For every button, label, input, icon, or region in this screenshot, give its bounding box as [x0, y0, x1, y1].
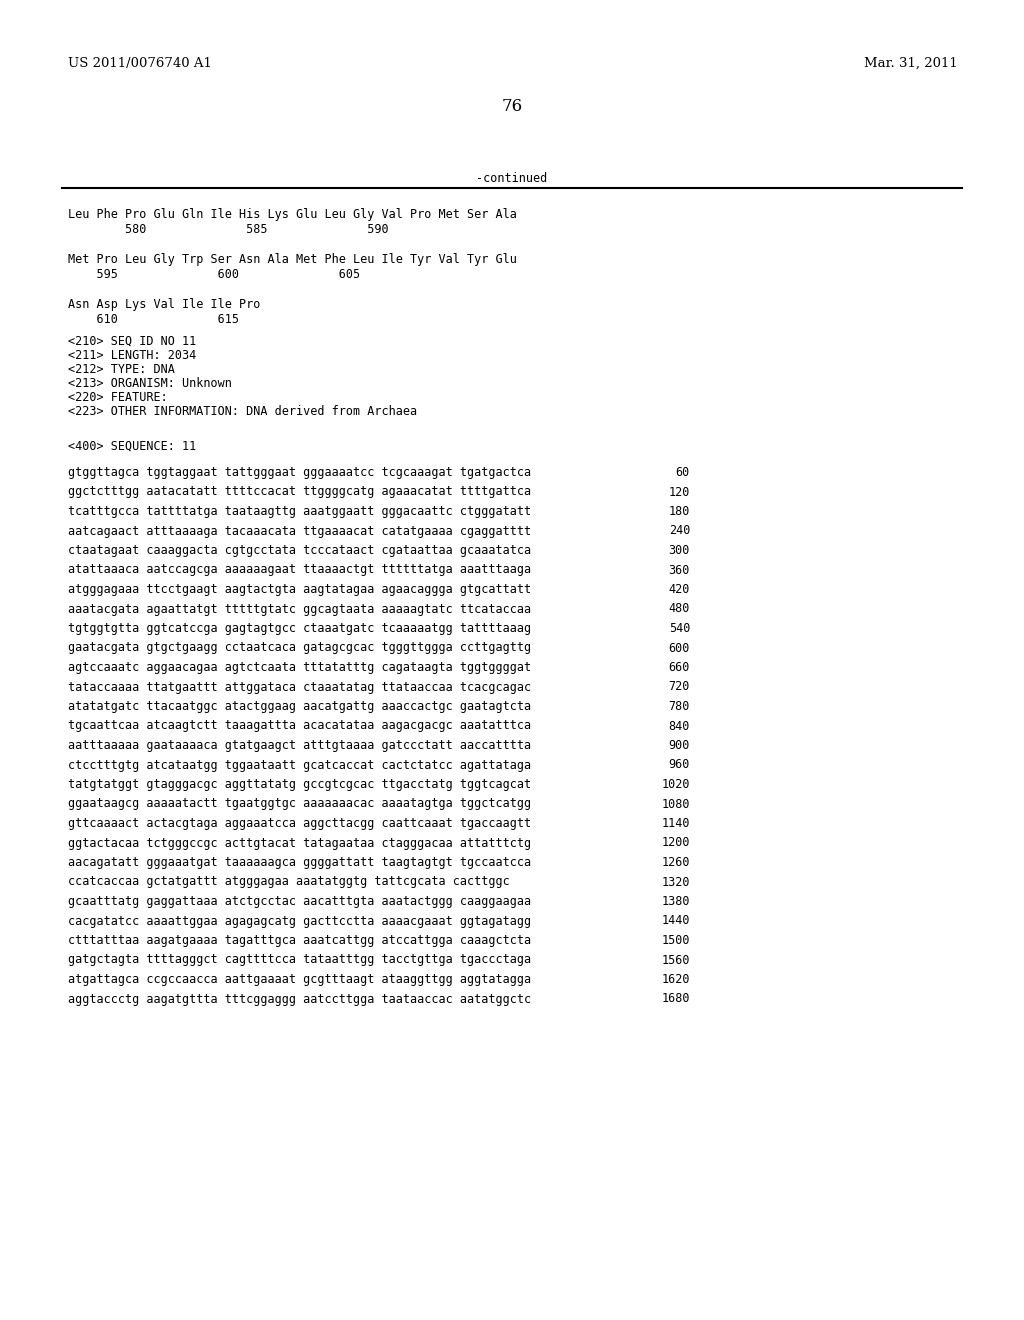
Text: gttcaaaact actacgtaga aggaaatcca aggcttacgg caattcaaat tgaccaagtt: gttcaaaact actacgtaga aggaaatcca aggctta… — [68, 817, 531, 830]
Text: 1380: 1380 — [662, 895, 690, 908]
Text: ggctctttgg aatacatatt ttttccacat ttggggcatg agaaacatat ttttgattca: ggctctttgg aatacatatt ttttccacat ttggggc… — [68, 486, 531, 499]
Text: ctaatagaat caaaggacta cgtgcctata tcccataact cgataattaa gcaaatatca: ctaatagaat caaaggacta cgtgcctata tcccata… — [68, 544, 531, 557]
Text: ggaataagcg aaaaatactt tgaatggtgc aaaaaaacac aaaatagtga tggctcatgg: ggaataagcg aaaaatactt tgaatggtgc aaaaaaa… — [68, 797, 531, 810]
Text: US 2011/0076740 A1: US 2011/0076740 A1 — [68, 57, 212, 70]
Text: 595              600              605: 595 600 605 — [68, 268, 360, 281]
Text: 1020: 1020 — [662, 777, 690, 791]
Text: 480: 480 — [669, 602, 690, 615]
Text: tatgtatggt gtagggacgc aggttatatg gccgtcgcac ttgacctatg tggtcagcat: tatgtatggt gtagggacgc aggttatatg gccgtcg… — [68, 777, 531, 791]
Text: <213> ORGANISM: Unknown: <213> ORGANISM: Unknown — [68, 378, 231, 389]
Text: tcatttgcca tattttatga taataagttg aaatggaatt gggacaattc ctgggatatt: tcatttgcca tattttatga taataagttg aaatgga… — [68, 506, 531, 517]
Text: aaatacgata agaattatgt tttttgtatc ggcagtaata aaaaagtatc ttcataccaa: aaatacgata agaattatgt tttttgtatc ggcagta… — [68, 602, 531, 615]
Text: 610              615: 610 615 — [68, 313, 239, 326]
Text: <223> OTHER INFORMATION: DNA derived from Archaea: <223> OTHER INFORMATION: DNA derived fro… — [68, 405, 417, 418]
Text: ggtactacaa tctgggccgc acttgtacat tatagaataa ctagggacaa attatttctg: ggtactacaa tctgggccgc acttgtacat tatagaa… — [68, 837, 531, 850]
Text: 1500: 1500 — [662, 935, 690, 946]
Text: 240: 240 — [669, 524, 690, 537]
Text: tgtggtgtta ggtcatccga gagtagtgcc ctaaatgatc tcaaaaatgg tattttaaag: tgtggtgtta ggtcatccga gagtagtgcc ctaaatg… — [68, 622, 531, 635]
Text: aatttaaaaa gaataaaaca gtatgaagct atttgtaaaa gatccctatt aaccatttta: aatttaaaaa gaataaaaca gtatgaagct atttgta… — [68, 739, 531, 752]
Text: <211> LENGTH: 2034: <211> LENGTH: 2034 — [68, 348, 197, 362]
Text: gaatacgata gtgctgaagg cctaatcaca gatagcgcac tgggttggga ccttgagttg: gaatacgata gtgctgaagg cctaatcaca gatagcg… — [68, 642, 531, 655]
Text: tgcaattcaa atcaagtctt taaagattta acacatataa aagacgacgc aaatatttca: tgcaattcaa atcaagtctt taaagattta acacata… — [68, 719, 531, 733]
Text: 580              585              590: 580 585 590 — [68, 223, 389, 236]
Text: Mar. 31, 2011: Mar. 31, 2011 — [864, 57, 958, 70]
Text: 1560: 1560 — [662, 953, 690, 966]
Text: <210> SEQ ID NO 11: <210> SEQ ID NO 11 — [68, 335, 197, 348]
Text: Met Pro Leu Gly Trp Ser Asn Ala Met Phe Leu Ile Tyr Val Tyr Glu: Met Pro Leu Gly Trp Ser Asn Ala Met Phe … — [68, 253, 517, 267]
Text: aacagatatt gggaaatgat taaaaaagca ggggattatt taagtagtgt tgccaatcca: aacagatatt gggaaatgat taaaaaagca ggggatt… — [68, 855, 531, 869]
Text: 1260: 1260 — [662, 855, 690, 869]
Text: 1620: 1620 — [662, 973, 690, 986]
Text: 120: 120 — [669, 486, 690, 499]
Text: agtccaaatc aggaacagaa agtctcaata tttatatttg cagataagta tggtggggat: agtccaaatc aggaacagaa agtctcaata tttatat… — [68, 661, 531, 675]
Text: 540: 540 — [669, 622, 690, 635]
Text: atattaaaca aatccagcga aaaaaagaat ttaaaactgt ttttttatga aaatttaaga: atattaaaca aatccagcga aaaaaagaat ttaaaac… — [68, 564, 531, 577]
Text: 360: 360 — [669, 564, 690, 577]
Text: 1440: 1440 — [662, 915, 690, 928]
Text: 840: 840 — [669, 719, 690, 733]
Text: <400> SEQUENCE: 11: <400> SEQUENCE: 11 — [68, 440, 197, 453]
Text: 1080: 1080 — [662, 797, 690, 810]
Text: 720: 720 — [669, 681, 690, 693]
Text: 1320: 1320 — [662, 875, 690, 888]
Text: gcaatttatg gaggattaaa atctgcctac aacatttgta aaatactggg caaggaagaa: gcaatttatg gaggattaaa atctgcctac aacattt… — [68, 895, 531, 908]
Text: atgggagaaa ttcctgaagt aagtactgta aagtatagaa agaacaggga gtgcattatt: atgggagaaa ttcctgaagt aagtactgta aagtata… — [68, 583, 531, 597]
Text: 420: 420 — [669, 583, 690, 597]
Text: gtggttagca tggtaggaat tattgggaat gggaaaatcc tcgcaaagat tgatgactca: gtggttagca tggtaggaat tattgggaat gggaaaa… — [68, 466, 531, 479]
Text: 1200: 1200 — [662, 837, 690, 850]
Text: atatatgatc ttacaatggc atactggaag aacatgattg aaaccactgc gaatagtcta: atatatgatc ttacaatggc atactggaag aacatga… — [68, 700, 531, 713]
Text: Leu Phe Pro Glu Gln Ile His Lys Glu Leu Gly Val Pro Met Ser Ala: Leu Phe Pro Glu Gln Ile His Lys Glu Leu … — [68, 209, 517, 220]
Text: -continued: -continued — [476, 172, 548, 185]
Text: 900: 900 — [669, 739, 690, 752]
Text: 960: 960 — [669, 759, 690, 771]
Text: 660: 660 — [669, 661, 690, 675]
Text: cacgatatcc aaaattggaa agagagcatg gacttcctta aaaacgaaat ggtagatagg: cacgatatcc aaaattggaa agagagcatg gacttcc… — [68, 915, 531, 928]
Text: 600: 600 — [669, 642, 690, 655]
Text: 180: 180 — [669, 506, 690, 517]
Text: <220> FEATURE:: <220> FEATURE: — [68, 391, 168, 404]
Text: gatgctagta ttttagggct cagttttcca tataatttgg tacctgttga tgaccctaga: gatgctagta ttttagggct cagttttcca tataatt… — [68, 953, 531, 966]
Text: aatcagaact atttaaaaga tacaaacata ttgaaaacat catatgaaaa cgaggatttt: aatcagaact atttaaaaga tacaaacata ttgaaaa… — [68, 524, 531, 537]
Text: 76: 76 — [502, 98, 522, 115]
Text: 1680: 1680 — [662, 993, 690, 1006]
Text: 1140: 1140 — [662, 817, 690, 830]
Text: atgattagca ccgccaacca aattgaaaat gcgtttaagt ataaggttgg aggtatagga: atgattagca ccgccaacca aattgaaaat gcgttta… — [68, 973, 531, 986]
Text: 780: 780 — [669, 700, 690, 713]
Text: <212> TYPE: DNA: <212> TYPE: DNA — [68, 363, 175, 376]
Text: 300: 300 — [669, 544, 690, 557]
Text: ctttatttaa aagatgaaaa tagatttgca aaatcattgg atccattgga caaagctcta: ctttatttaa aagatgaaaa tagatttgca aaatcat… — [68, 935, 531, 946]
Text: aggtaccctg aagatgttta tttcggaggg aatccttgga taataaccac aatatggctc: aggtaccctg aagatgttta tttcggaggg aatcctt… — [68, 993, 531, 1006]
Text: tataccaaaa ttatgaattt attggataca ctaaatatag ttataaccaa tcacgcagac: tataccaaaa ttatgaattt attggataca ctaaata… — [68, 681, 531, 693]
Text: 60: 60 — [676, 466, 690, 479]
Text: ctcctttgtg atcataatgg tggaataatt gcatcaccat cactctatcc agattataga: ctcctttgtg atcataatgg tggaataatt gcatcac… — [68, 759, 531, 771]
Text: Asn Asp Lys Val Ile Ile Pro: Asn Asp Lys Val Ile Ile Pro — [68, 298, 260, 312]
Text: ccatcaccaa gctatgattt atgggagaa aaatatggtg tattcgcata cacttggc: ccatcaccaa gctatgattt atgggagaa aaatatgg… — [68, 875, 510, 888]
